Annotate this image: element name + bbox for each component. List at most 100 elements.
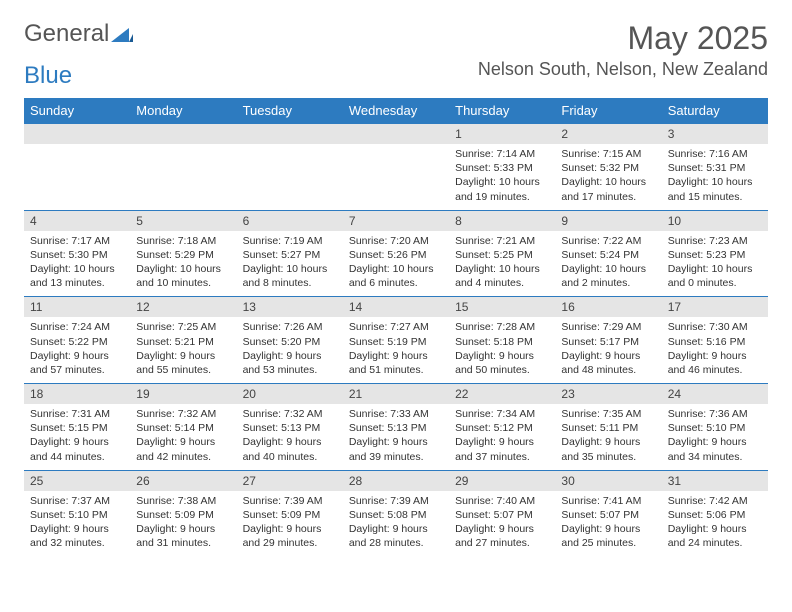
daylight-text: Daylight: 10 hours and 0 minutes. [668,262,762,290]
day-cell [237,124,343,211]
day-body: Sunrise: 7:14 AMSunset: 5:33 PMDaylight:… [449,144,555,210]
daylight-text: Daylight: 9 hours and 37 minutes. [455,435,549,463]
day-header: Tuesday [237,98,343,124]
day-body: Sunrise: 7:15 AMSunset: 5:32 PMDaylight:… [555,144,661,210]
daylight-text: Daylight: 9 hours and 42 minutes. [136,435,230,463]
title-block: May 2025 Nelson South, Nelson, New Zeala… [478,20,768,80]
sunrise-text: Sunrise: 7:36 AM [668,407,762,421]
sunset-text: Sunset: 5:26 PM [349,248,443,262]
day-cell: 2Sunrise: 7:15 AMSunset: 5:32 PMDaylight… [555,124,661,211]
day-body: Sunrise: 7:29 AMSunset: 5:17 PMDaylight:… [555,317,661,383]
day-cell: 7Sunrise: 7:20 AMSunset: 5:26 PMDaylight… [343,210,449,297]
day-number: 28 [343,471,449,491]
daylight-text: Daylight: 9 hours and 44 minutes. [30,435,124,463]
day-number: 5 [130,211,236,231]
calendar-table: Sunday Monday Tuesday Wednesday Thursday… [24,98,768,556]
day-cell: 6Sunrise: 7:19 AMSunset: 5:27 PMDaylight… [237,210,343,297]
sunset-text: Sunset: 5:07 PM [455,508,549,522]
daylight-text: Daylight: 10 hours and 2 minutes. [561,262,655,290]
day-header: Friday [555,98,661,124]
week-row: 25Sunrise: 7:37 AMSunset: 5:10 PMDayligh… [24,470,768,556]
day-number: 16 [555,297,661,317]
day-number: 2 [555,124,661,144]
daylight-text: Daylight: 10 hours and 15 minutes. [668,175,762,203]
day-number: 22 [449,384,555,404]
daylight-text: Daylight: 9 hours and 29 minutes. [243,522,337,550]
sunrise-text: Sunrise: 7:26 AM [243,320,337,334]
day-number [24,124,130,144]
day-number: 15 [449,297,555,317]
daylight-text: Daylight: 9 hours and 39 minutes. [349,435,443,463]
day-body: Sunrise: 7:22 AMSunset: 5:24 PMDaylight:… [555,231,661,297]
sunrise-text: Sunrise: 7:15 AM [561,147,655,161]
day-number: 6 [237,211,343,231]
day-cell: 24Sunrise: 7:36 AMSunset: 5:10 PMDayligh… [662,384,768,471]
day-cell: 9Sunrise: 7:22 AMSunset: 5:24 PMDaylight… [555,210,661,297]
sunset-text: Sunset: 5:21 PM [136,335,230,349]
day-number: 8 [449,211,555,231]
daylight-text: Daylight: 9 hours and 53 minutes. [243,349,337,377]
day-number: 11 [24,297,130,317]
day-header-row: Sunday Monday Tuesday Wednesday Thursday… [24,98,768,124]
daylight-text: Daylight: 9 hours and 55 minutes. [136,349,230,377]
day-cell: 30Sunrise: 7:41 AMSunset: 5:07 PMDayligh… [555,470,661,556]
day-body: Sunrise: 7:20 AMSunset: 5:26 PMDaylight:… [343,231,449,297]
daylight-text: Daylight: 10 hours and 4 minutes. [455,262,549,290]
sunrise-text: Sunrise: 7:16 AM [668,147,762,161]
day-number: 13 [237,297,343,317]
day-number: 19 [130,384,236,404]
day-cell: 15Sunrise: 7:28 AMSunset: 5:18 PMDayligh… [449,297,555,384]
day-number: 18 [24,384,130,404]
sunset-text: Sunset: 5:15 PM [30,421,124,435]
day-cell: 23Sunrise: 7:35 AMSunset: 5:11 PMDayligh… [555,384,661,471]
day-cell [130,124,236,211]
daylight-text: Daylight: 9 hours and 51 minutes. [349,349,443,377]
day-body: Sunrise: 7:38 AMSunset: 5:09 PMDaylight:… [130,491,236,557]
week-row: 1Sunrise: 7:14 AMSunset: 5:33 PMDaylight… [24,124,768,211]
day-body [343,144,449,206]
day-number: 25 [24,471,130,491]
day-number: 1 [449,124,555,144]
sunrise-text: Sunrise: 7:29 AM [561,320,655,334]
daylight-text: Daylight: 9 hours and 40 minutes. [243,435,337,463]
day-cell: 19Sunrise: 7:32 AMSunset: 5:14 PMDayligh… [130,384,236,471]
sunrise-text: Sunrise: 7:20 AM [349,234,443,248]
day-number: 26 [130,471,236,491]
sunrise-text: Sunrise: 7:40 AM [455,494,549,508]
sunrise-text: Sunrise: 7:39 AM [243,494,337,508]
day-body: Sunrise: 7:19 AMSunset: 5:27 PMDaylight:… [237,231,343,297]
daylight-text: Daylight: 9 hours and 28 minutes. [349,522,443,550]
day-cell: 14Sunrise: 7:27 AMSunset: 5:19 PMDayligh… [343,297,449,384]
sunset-text: Sunset: 5:32 PM [561,161,655,175]
daylight-text: Daylight: 10 hours and 10 minutes. [136,262,230,290]
day-body: Sunrise: 7:35 AMSunset: 5:11 PMDaylight:… [555,404,661,470]
day-cell: 5Sunrise: 7:18 AMSunset: 5:29 PMDaylight… [130,210,236,297]
sunset-text: Sunset: 5:11 PM [561,421,655,435]
logo-triangle-icon [111,26,133,42]
sunset-text: Sunset: 5:23 PM [668,248,762,262]
day-body: Sunrise: 7:24 AMSunset: 5:22 PMDaylight:… [24,317,130,383]
day-cell: 3Sunrise: 7:16 AMSunset: 5:31 PMDaylight… [662,124,768,211]
day-body: Sunrise: 7:28 AMSunset: 5:18 PMDaylight:… [449,317,555,383]
day-number: 29 [449,471,555,491]
day-cell: 31Sunrise: 7:42 AMSunset: 5:06 PMDayligh… [662,470,768,556]
day-number [130,124,236,144]
day-body: Sunrise: 7:41 AMSunset: 5:07 PMDaylight:… [555,491,661,557]
sunset-text: Sunset: 5:16 PM [668,335,762,349]
day-cell: 17Sunrise: 7:30 AMSunset: 5:16 PMDayligh… [662,297,768,384]
sunrise-text: Sunrise: 7:28 AM [455,320,549,334]
day-body: Sunrise: 7:36 AMSunset: 5:10 PMDaylight:… [662,404,768,470]
sunrise-text: Sunrise: 7:32 AM [243,407,337,421]
sunrise-text: Sunrise: 7:30 AM [668,320,762,334]
daylight-text: Daylight: 10 hours and 19 minutes. [455,175,549,203]
daylight-text: Daylight: 10 hours and 17 minutes. [561,175,655,203]
week-row: 11Sunrise: 7:24 AMSunset: 5:22 PMDayligh… [24,297,768,384]
day-number: 17 [662,297,768,317]
day-cell: 11Sunrise: 7:24 AMSunset: 5:22 PMDayligh… [24,297,130,384]
day-number: 23 [555,384,661,404]
sunrise-text: Sunrise: 7:31 AM [30,407,124,421]
sunset-text: Sunset: 5:09 PM [136,508,230,522]
sunset-text: Sunset: 5:20 PM [243,335,337,349]
logo-text-blue: Blue [24,62,72,89]
daylight-text: Daylight: 9 hours and 31 minutes. [136,522,230,550]
